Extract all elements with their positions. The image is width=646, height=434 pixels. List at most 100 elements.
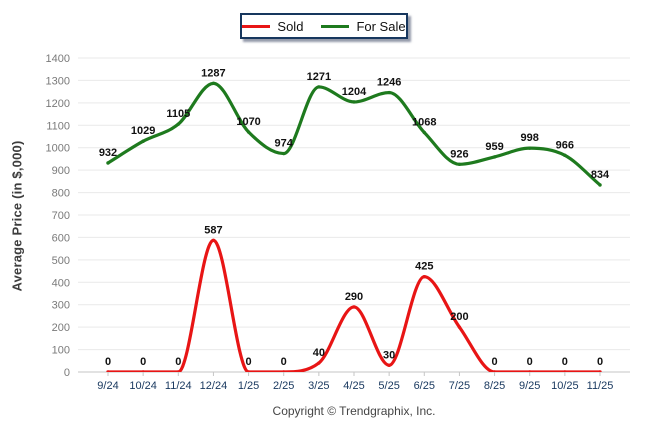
for-sale-line-swatch [321, 24, 350, 28]
data-point-label: 1105 [166, 108, 190, 120]
y-tick-label: 700 [52, 210, 70, 222]
data-point [528, 146, 532, 150]
data-point [598, 183, 602, 187]
legend-label-sold: Sold [277, 18, 304, 34]
x-tick-label: 1/25 [238, 380, 259, 392]
x-tick-label: 8/25 [484, 380, 505, 392]
legend-item-for-sale: For Sale [321, 18, 406, 34]
data-point-label: 40 [313, 347, 325, 359]
data-point-label: 0 [527, 356, 533, 368]
data-point [387, 90, 391, 95]
data-point-label: 1070 [236, 116, 260, 128]
x-tick-label: 10/25 [551, 380, 579, 392]
y-tick-label: 1200 [46, 98, 70, 110]
legend-label-for-sale: For Sale [356, 18, 406, 34]
data-point-label: 932 [99, 147, 117, 159]
data-point-label: 1029 [131, 125, 155, 137]
legend: Sold For Sale [240, 13, 408, 39]
data-point [282, 370, 286, 372]
data-point-label: 30 [383, 349, 395, 361]
y-tick-label: 200 [52, 322, 70, 334]
y-axis-title: Average Price (in $,000) [9, 140, 25, 292]
data-point-label: 0 [492, 356, 498, 368]
data-point [457, 162, 462, 167]
data-point [422, 130, 426, 135]
data-point [422, 274, 426, 279]
data-point-label: 1204 [342, 86, 367, 98]
data-point-label: 290 [345, 291, 363, 303]
series-path-sold [106, 238, 602, 372]
y-tick-label: 1100 [46, 120, 70, 132]
y-tick-label: 1000 [46, 143, 70, 155]
data-point-label: 0 [175, 356, 181, 368]
data-point [106, 370, 110, 372]
data-point-label: 587 [204, 224, 222, 236]
data-point [563, 153, 567, 158]
data-point [492, 155, 497, 159]
data-point [317, 361, 321, 365]
data-point-label: 200 [450, 311, 468, 323]
data-point [106, 161, 110, 165]
y-tick-label: 0 [64, 367, 70, 379]
data-point [387, 363, 391, 367]
y-tick-label: 300 [52, 300, 70, 312]
data-point [211, 81, 216, 86]
data-point [141, 139, 145, 143]
x-tick-label: 12/24 [200, 380, 228, 392]
data-point [352, 100, 356, 104]
y-tick-label: 800 [52, 188, 70, 200]
data-point [492, 370, 497, 372]
data-point-label: 0 [140, 356, 146, 368]
data-point [598, 370, 602, 372]
legend-item-sold: Sold [242, 20, 303, 33]
x-tick-label: 5/25 [378, 380, 399, 392]
data-point-label: 1068 [412, 116, 436, 128]
data-point [457, 325, 462, 329]
data-point-label: 834 [591, 169, 610, 181]
x-tick-label: 6/25 [414, 380, 435, 392]
x-tick-label: 4/25 [343, 380, 364, 392]
y-tick-label: 500 [52, 255, 70, 267]
data-point [141, 370, 145, 372]
y-tick-label: 400 [52, 277, 70, 289]
sold-line-swatch [242, 24, 271, 28]
data-point-label: 0 [105, 356, 111, 368]
x-tick-label: 9/24 [97, 380, 118, 392]
data-point [317, 85, 321, 89]
copyright-text: Copyright © Trendgraphix, Inc. [272, 404, 436, 418]
data-point [176, 122, 180, 126]
data-point-label: 1271 [307, 71, 331, 83]
data-point [282, 151, 286, 156]
data-point [563, 370, 567, 372]
x-tick-label: 2/25 [273, 380, 294, 392]
x-tick-label: 11/24 [165, 380, 192, 392]
y-tick-label: 600 [52, 232, 70, 244]
x-tick-label: 3/25 [308, 380, 329, 392]
data-point-label: 0 [246, 356, 252, 368]
data-point-label: 0 [562, 356, 568, 368]
x-tick-label: 9/25 [519, 380, 540, 392]
y-tick-label: 1300 [46, 75, 70, 87]
data-point-label: 926 [450, 148, 468, 160]
y-tick-label: 900 [52, 165, 70, 177]
data-point [352, 305, 356, 309]
data-point [211, 238, 216, 243]
x-tick-label: 7/25 [449, 380, 470, 392]
data-point [176, 370, 180, 372]
data-point-label: 959 [485, 141, 503, 153]
data-point-label: 974 [275, 138, 294, 150]
data-point-label: 0 [281, 356, 287, 368]
data-point-label: 998 [521, 132, 539, 144]
data-point-label: 1246 [377, 77, 401, 89]
data-point-label: 0 [597, 356, 603, 368]
data-point [528, 370, 532, 372]
data-point-label: 1287 [201, 67, 225, 79]
data-point-label: 966 [556, 139, 574, 151]
data-point [246, 130, 251, 134]
data-point [246, 370, 251, 372]
series-path-for-sale [106, 81, 602, 187]
x-tick-label: 10/24 [129, 380, 157, 392]
y-tick-label: 1400 [46, 53, 70, 65]
